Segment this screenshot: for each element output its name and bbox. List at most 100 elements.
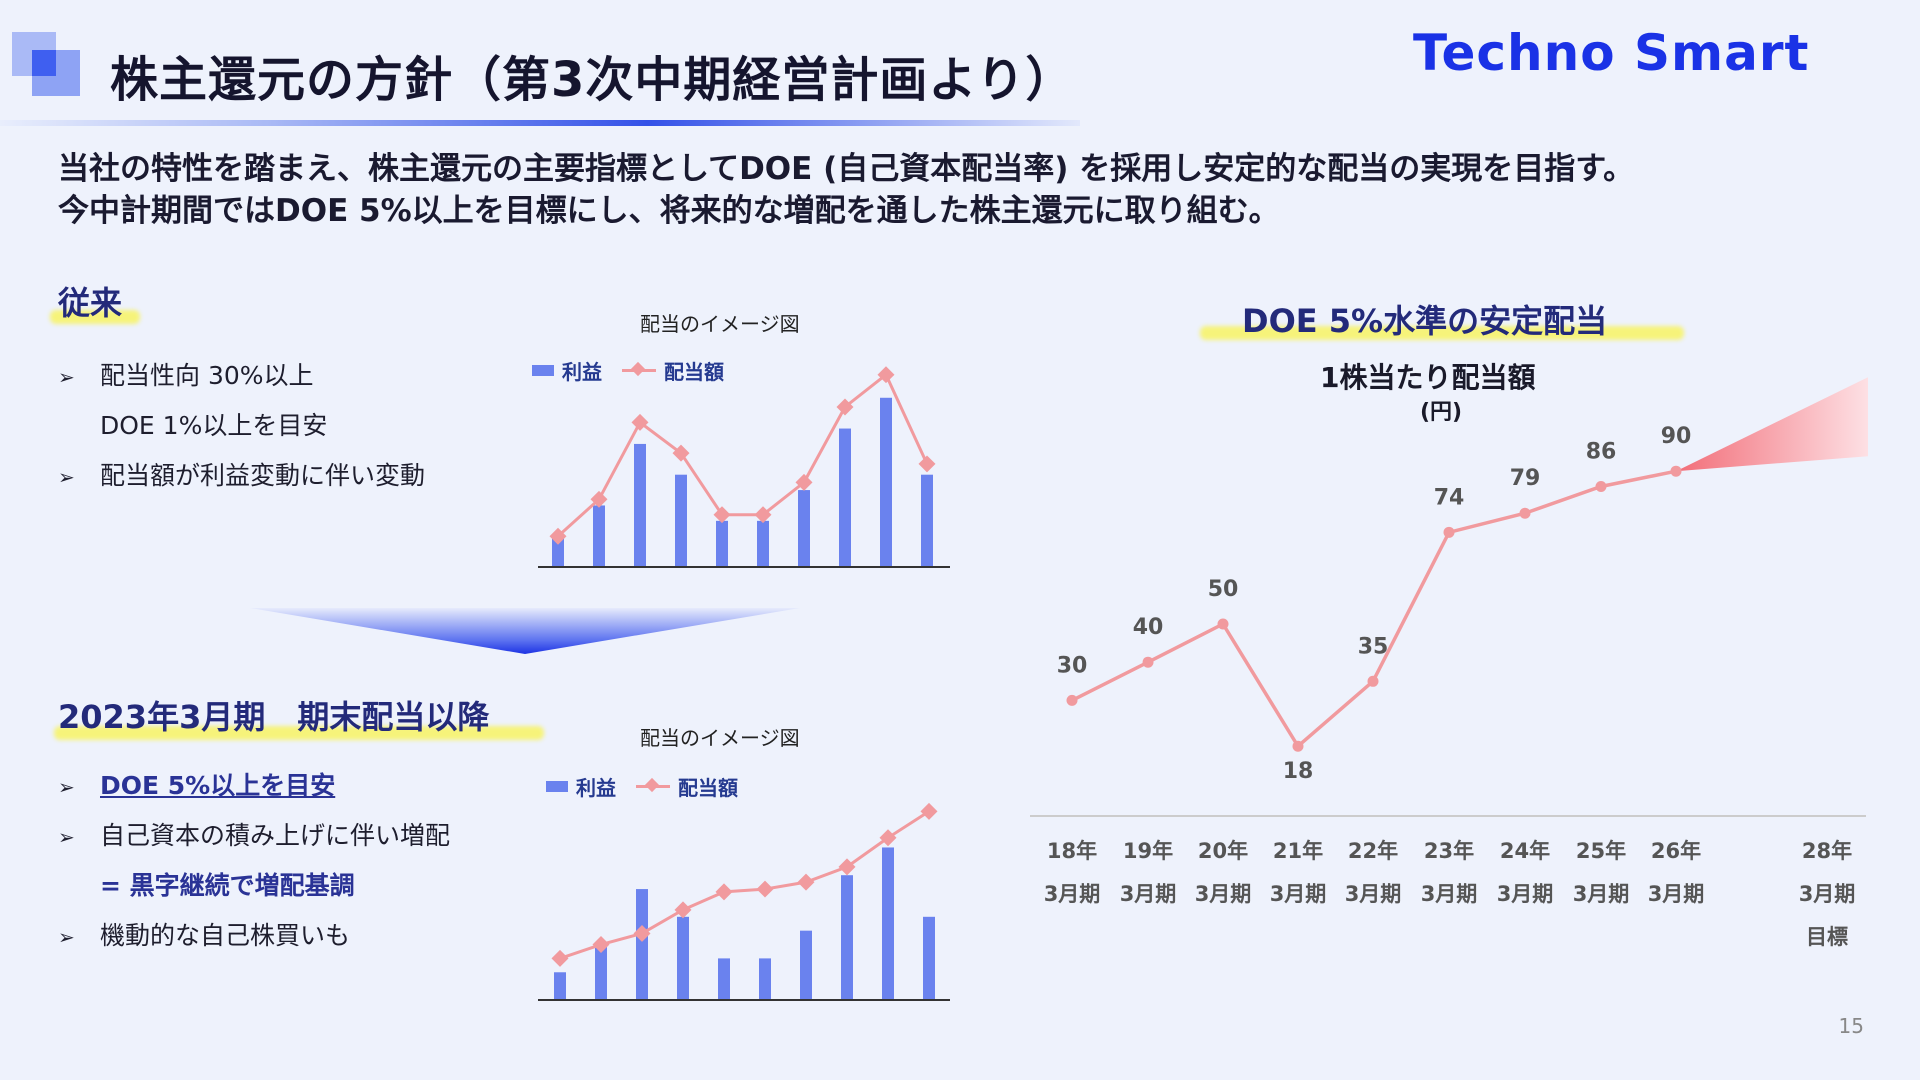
before-bullet-1: ➢ 配当性向 30%以上 [58, 361, 314, 390]
x-tick-label: 19年 [1123, 839, 1173, 863]
lead-line-2: 今中計期間ではDOE 5%以上を目標にし、将来的な増配を通した株主還元に取り組む… [58, 193, 1280, 229]
x-tick-label: 21年 [1273, 839, 1323, 863]
dividend-point [879, 829, 897, 847]
profit-bar [675, 474, 687, 567]
profit-bar [716, 520, 728, 567]
dividend-chart-unit: (円) [1420, 400, 1463, 425]
dividend-chart-svg: 30 40 50 18 35 74 79 86 90 18年 3月期 19年 3月期 20年 3月期 21年 3… [1030, 377, 1868, 949]
x-tick-label: 3月期 [1648, 882, 1705, 906]
x-tick-label: 3月期 [1345, 882, 1402, 906]
x-tick-label: 26年 [1651, 839, 1701, 863]
profit-bar [554, 972, 566, 1000]
after-bullet-3: ➢ 機動的な自己株買いも [58, 921, 351, 950]
dividend-point [674, 901, 692, 919]
dividend-point [1443, 526, 1455, 538]
legend-line-swatch [636, 785, 670, 788]
dividend-value-label: 79 [1510, 466, 1541, 491]
bullet-arrow-icon: ➢ [58, 365, 75, 389]
title-underline [0, 120, 1080, 126]
x-tick-label: 3月期 [1799, 882, 1856, 906]
profit-bar [921, 474, 933, 567]
profit-bar [880, 397, 892, 567]
after-bullet-2b: = 黒字継続で増配基調 [100, 871, 355, 900]
chart2-legend: 利益 配当額 [546, 772, 738, 801]
dividend-point [836, 398, 854, 416]
dividend-point [756, 880, 774, 898]
dividend-point [1217, 618, 1229, 630]
dividend-chart-title: 1株当たり配当額 [1320, 361, 1536, 394]
page-title: 株主還元の方針（第3次中期経営計画より） [110, 52, 1075, 108]
before-bullet-2: ➢ 配当額が利益変動に伴い変動 [58, 461, 426, 490]
dividend-point [631, 413, 649, 431]
profit-bar [839, 428, 851, 567]
x-tick-label: 3月期 [1270, 882, 1327, 906]
dividend-value-label: 86 [1586, 439, 1617, 464]
legend-line-swatch [622, 369, 656, 372]
dividend-value-label: 40 [1133, 615, 1164, 640]
x-tick-label: 3月期 [1497, 882, 1554, 906]
profit-bar [593, 505, 605, 567]
profit-bar [677, 916, 689, 1000]
dividend-point [838, 858, 856, 876]
profit-bar [800, 930, 812, 1000]
dividend-point [672, 444, 690, 462]
dividend-point [918, 455, 936, 473]
transition-arrow [250, 608, 800, 654]
profit-bar [923, 916, 935, 1000]
chart2-svg [538, 802, 950, 1001]
x-tick-label: 25年 [1576, 839, 1626, 863]
after-heading: 2023年3月期 期末配当以降 [54, 692, 554, 742]
dividend-value-label: 35 [1358, 634, 1389, 659]
dividend-point [1670, 465, 1682, 477]
x-tick-label: 目標 [1806, 925, 1848, 949]
x-tick-label: 28年 [1802, 839, 1852, 863]
bullet-arrow-icon: ➢ [58, 465, 75, 489]
dividend-value-label: 90 [1661, 424, 1692, 449]
x-tick-label: 22年 [1348, 839, 1398, 863]
company-logo: Techno Smart [1413, 24, 1810, 82]
dividend-per-share-line [1071, 469, 1677, 749]
dividend-point [1066, 694, 1078, 706]
profit-bar [882, 847, 894, 1000]
x-tick-label: 3月期 [1120, 882, 1177, 906]
after-heading-text: 2023年3月期 期末配当以降 [58, 698, 490, 736]
chart1-svg [538, 366, 950, 568]
profit-bar [757, 520, 769, 567]
chart1-title: 配当のイメージ図 [640, 312, 800, 336]
page-number: 15 [1838, 1014, 1864, 1038]
decor-square-dark [32, 50, 56, 76]
right-heading-text: DOE 5%水準の安定配当 [1242, 302, 1608, 340]
legend-bar-swatch [546, 781, 568, 792]
dividend-point [1595, 480, 1607, 492]
before-bullet-1b: DOE 1%以上を目安 [100, 411, 328, 440]
legend-bar-swatch [532, 365, 554, 376]
profit-bar [759, 958, 771, 1000]
bullet-arrow-icon: ➢ [58, 825, 75, 849]
dividend-point [920, 802, 938, 820]
profit-bar [636, 889, 648, 1000]
dividend-point [549, 527, 567, 545]
dividend-point [551, 949, 569, 967]
dividend-value-label: 50 [1208, 577, 1239, 602]
dividend-point [590, 490, 608, 508]
dividend-point [1367, 675, 1379, 687]
x-tick-label: 3月期 [1195, 882, 1252, 906]
chart2-title: 配当のイメージ図 [640, 726, 800, 750]
dividend-point [1142, 656, 1154, 668]
dividend-point [1519, 507, 1531, 519]
profit-bar [595, 944, 607, 1000]
x-tick-label: 24年 [1500, 839, 1550, 863]
x-tick-label: 20年 [1198, 839, 1248, 863]
profit-bar [634, 443, 646, 567]
chart1-legend: 利益 配当額 [532, 356, 724, 385]
lead-text: 当社の特性を踏まえ、株主還元の主要指標としてDOE (自己資本配当率) を採用し… [58, 148, 1634, 232]
dividend-value-label: 74 [1434, 485, 1465, 510]
after-bullet-1: ➢ DOE 5%以上を目安 [58, 771, 336, 800]
dividend-point [592, 936, 610, 954]
dividend-point [715, 883, 733, 901]
dividend-point [633, 924, 651, 942]
profit-bar [552, 536, 564, 567]
profit-bar [798, 490, 810, 567]
profit-bar [718, 958, 730, 1000]
dividend-point [795, 473, 813, 491]
